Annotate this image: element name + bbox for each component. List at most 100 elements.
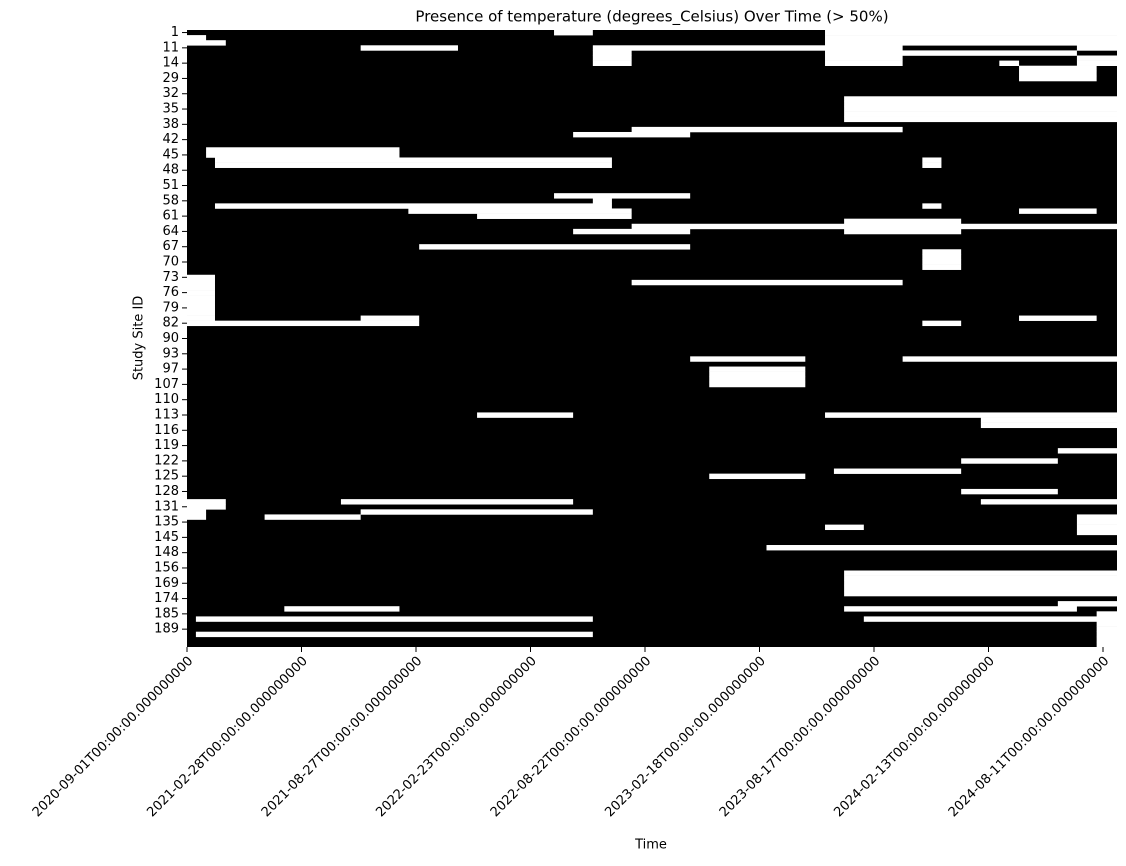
- absence-cell: [825, 55, 903, 61]
- absence-cell: [592, 198, 612, 204]
- absence-cell: [187, 35, 207, 41]
- absence-cell: [844, 590, 1117, 597]
- absence-cell: [922, 157, 942, 163]
- absence-cell: [340, 499, 574, 505]
- y-tick-label: 14: [162, 56, 179, 71]
- y-tick-label: 58: [162, 193, 179, 208]
- absence-cell: [360, 509, 593, 515]
- y-tick-label: 42: [162, 132, 179, 147]
- absence-cell: [573, 131, 691, 138]
- y-tick-label: 45: [162, 147, 179, 162]
- absence-cell: [1057, 601, 1117, 607]
- absence-cell: [825, 524, 864, 531]
- absence-cell: [844, 101, 1117, 107]
- absence-cell: [573, 228, 691, 235]
- y-tick-label: 79: [162, 300, 179, 315]
- absence-cell: [631, 279, 903, 286]
- y-tick-label: 51: [162, 178, 179, 193]
- absence-cell: [980, 422, 1117, 429]
- y-tick-label: 156: [154, 560, 179, 575]
- absence-cell: [844, 116, 1117, 123]
- y-tick-label: 110: [154, 392, 179, 407]
- absence-cell: [187, 290, 215, 296]
- absence-cell: [833, 468, 962, 474]
- absence-cell: [902, 356, 1117, 362]
- absence-cell: [844, 570, 1117, 576]
- absence-cell: [187, 40, 226, 46]
- absence-cell: [1096, 636, 1117, 643]
- absence-cell: [844, 106, 1117, 112]
- absence-cell: [264, 514, 361, 520]
- absence-cell: [844, 585, 1117, 592]
- y-tick-label: 82: [162, 316, 179, 331]
- absence-cell: [709, 371, 806, 378]
- absence-cell: [922, 320, 962, 327]
- absence-cell: [187, 279, 215, 286]
- absence-cell: [1019, 75, 1097, 82]
- absence-cell: [206, 147, 400, 153]
- y-tick-label: 113: [154, 407, 179, 422]
- absence-cell: [980, 499, 1117, 505]
- y-tick-label: 76: [162, 285, 179, 300]
- absence-cell: [1096, 626, 1117, 633]
- absence-cell: [1076, 519, 1117, 525]
- absence-cell: [554, 30, 593, 36]
- absence-cell: [187, 514, 207, 520]
- absence-cell: [284, 606, 400, 612]
- absence-cell: [214, 162, 612, 168]
- absence-cell: [825, 40, 1117, 46]
- absence-cell: [187, 315, 215, 321]
- absence-cell: [844, 218, 962, 225]
- y-tick-label: 174: [154, 591, 179, 606]
- absence-cell: [592, 60, 632, 66]
- y-tick-label: 189: [154, 622, 179, 637]
- absence-cell: [187, 310, 215, 316]
- absence-cell: [631, 223, 1117, 230]
- absence-cell: [187, 300, 215, 306]
- y-tick-label: 38: [162, 117, 179, 132]
- absence-cell: [825, 60, 903, 66]
- absence-cell: [709, 366, 806, 372]
- y-tick-label: 93: [162, 346, 179, 361]
- absence-cell: [709, 473, 806, 480]
- absence-cell: [844, 228, 962, 235]
- absence-cell: [187, 499, 226, 505]
- absence-cell: [1057, 448, 1117, 454]
- absence-cell: [1019, 315, 1097, 321]
- absence-cell: [999, 60, 1020, 66]
- y-tick-label: 128: [154, 484, 179, 499]
- absence-cell: [187, 284, 215, 291]
- absence-cell: [766, 545, 1117, 551]
- y-axis-label: Study Site ID: [132, 296, 147, 381]
- absence-cell: [1019, 65, 1097, 72]
- y-tick-label: 185: [154, 606, 179, 621]
- absence-cell: [709, 376, 806, 383]
- absence-cell: [1096, 631, 1117, 638]
- absence-cell: [214, 203, 612, 209]
- absence-cell: [980, 417, 1117, 423]
- absence-cell: [592, 45, 903, 51]
- absence-cell: [844, 580, 1117, 587]
- y-tick-label: 145: [154, 530, 179, 545]
- y-tick-label: 35: [162, 102, 179, 117]
- absence-cell: [922, 254, 962, 260]
- absence-cell: [360, 315, 420, 321]
- y-tick-label: 119: [154, 438, 179, 453]
- absence-cell: [195, 631, 593, 638]
- absence-cell: [206, 152, 400, 158]
- absence-cell: [195, 616, 593, 622]
- absence-cell: [1076, 524, 1117, 531]
- absence-cell: [592, 55, 632, 61]
- absence-cell: [690, 356, 806, 362]
- absence-cell: [1096, 611, 1117, 617]
- absence-cell: [1076, 514, 1117, 520]
- absence-cell: [922, 264, 962, 270]
- absence-cell: [922, 259, 962, 265]
- absence-cell: [477, 213, 632, 219]
- absence-cell: [1096, 641, 1117, 648]
- y-tick-label: 64: [162, 224, 179, 239]
- absence-cell: [825, 30, 1117, 36]
- y-tick-label: 107: [154, 377, 179, 392]
- y-tick-label: 11: [162, 40, 179, 55]
